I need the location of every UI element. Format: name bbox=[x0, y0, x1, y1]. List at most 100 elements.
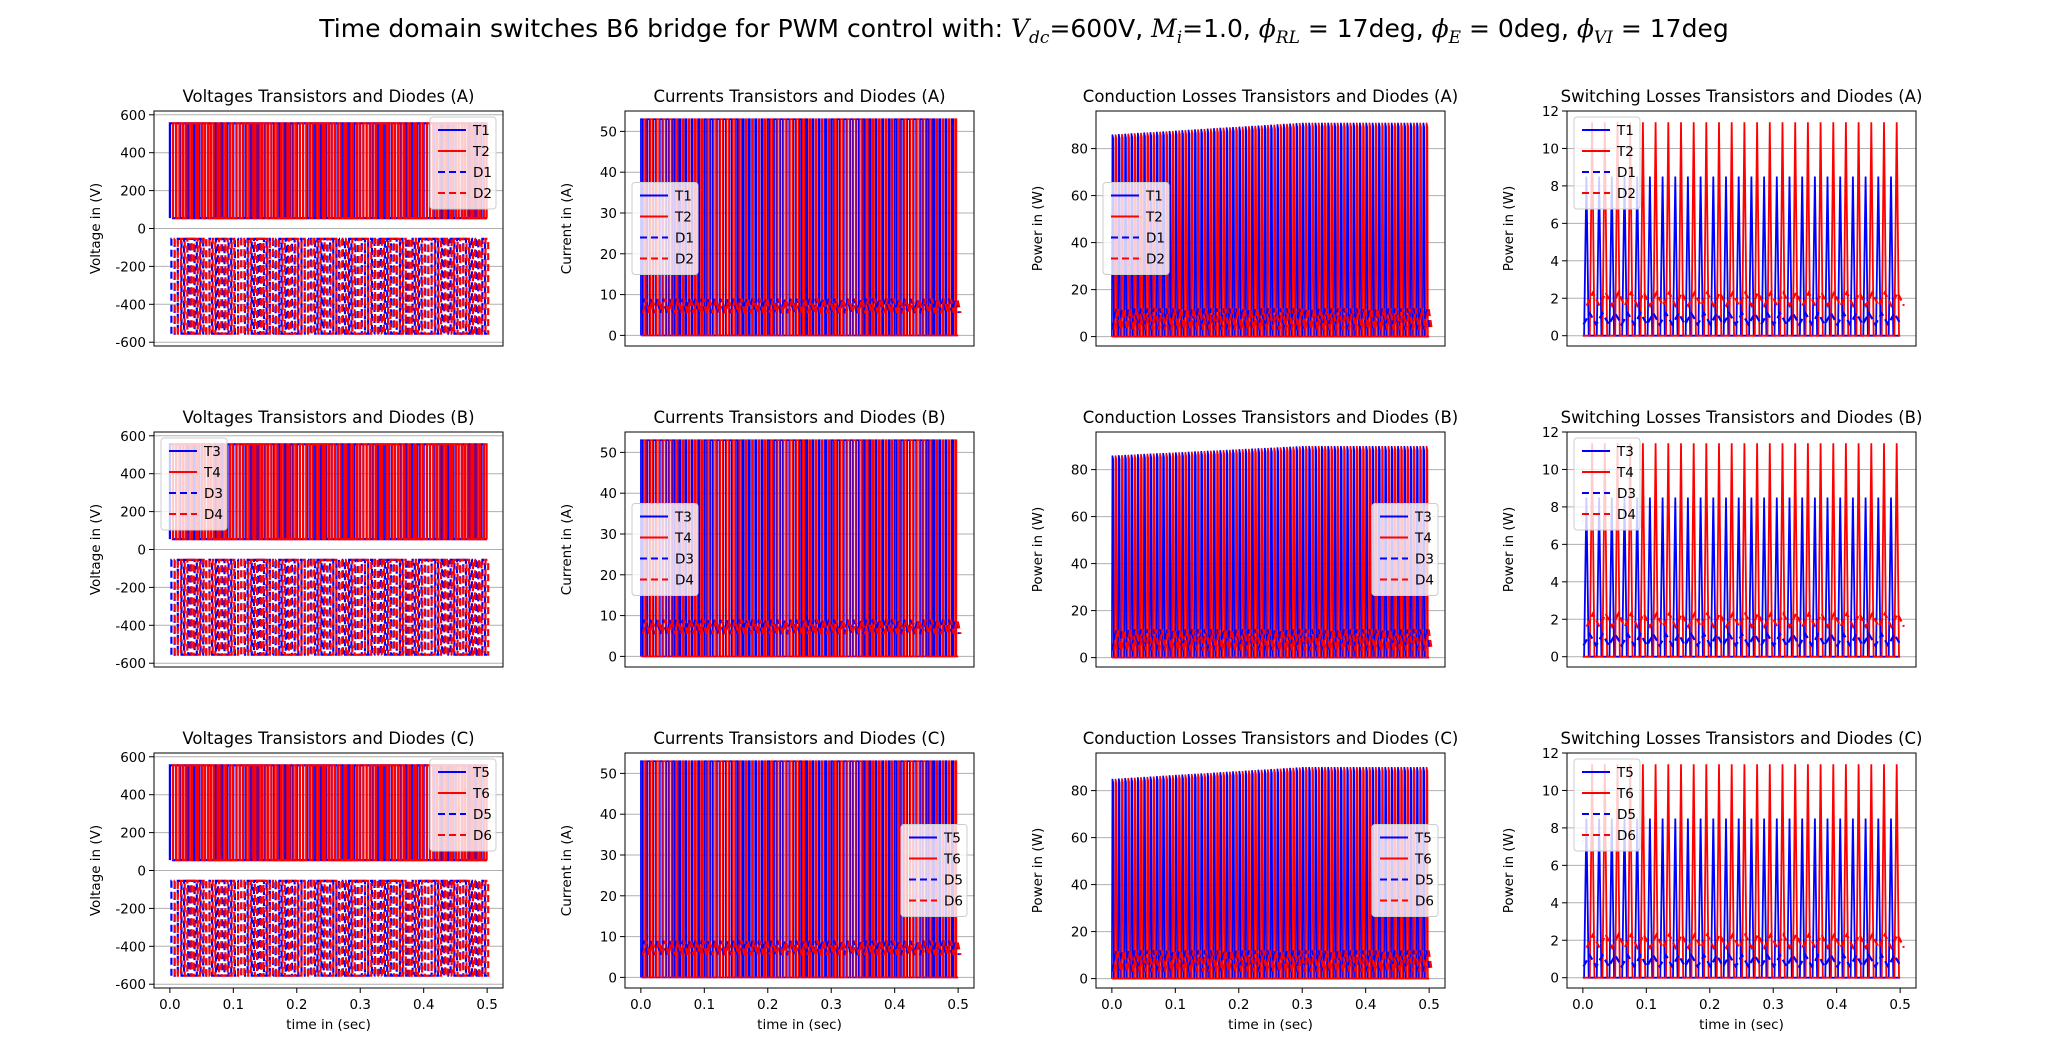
y-tick-label: -600 bbox=[115, 656, 146, 672]
y-tick-label: 40 bbox=[600, 165, 617, 181]
plot-area bbox=[1582, 764, 1905, 979]
legend: T3 T4 D3 D4 bbox=[160, 437, 228, 531]
y-tick-label: 0 bbox=[1550, 971, 1559, 987]
legend-label-T5: T5 bbox=[1616, 765, 1634, 781]
subplot-10: Currents Transistors and Diodes (C) 0 10 20… bbox=[559, 729, 975, 1033]
y-tick-label: 40 bbox=[1071, 557, 1088, 573]
series-T4-line bbox=[1582, 443, 1901, 658]
legend-label-T5: T5 bbox=[943, 831, 961, 847]
series-D2-line bbox=[173, 237, 490, 335]
axes-frame bbox=[1095, 110, 1446, 347]
legend-label-T2: T2 bbox=[674, 210, 692, 226]
legend-box bbox=[631, 182, 699, 275]
legend: T5 T6 D5 D6 bbox=[900, 824, 968, 917]
legend-label-D4: D4 bbox=[1415, 573, 1434, 589]
y-axis-label: Power in (W) bbox=[1501, 186, 1517, 272]
legend: T1 T2 D1 D2 bbox=[631, 182, 699, 275]
legend: T3 T4 D3 D4 bbox=[631, 503, 699, 596]
legend-box bbox=[160, 437, 228, 531]
axes-frame bbox=[153, 431, 504, 668]
series-D1-line bbox=[1582, 310, 1902, 327]
plot-area bbox=[1582, 122, 1905, 337]
subplot-title: Conduction Losses Transistors and Diodes… bbox=[1083, 729, 1459, 748]
y-tick-label: 40 bbox=[1071, 236, 1088, 252]
y-axis-label: Power in (W) bbox=[1501, 828, 1517, 914]
legend-label-T1: T1 bbox=[674, 189, 692, 205]
legend-label-T6: T6 bbox=[1414, 852, 1432, 868]
subplot-title: Currents Transistors and Diodes (A) bbox=[653, 87, 945, 106]
subplot-1: Voltages Transistors and Diodes (A) -600 -… bbox=[88, 87, 504, 351]
series-D4-line bbox=[1113, 629, 1433, 651]
legend-label-D6: D6 bbox=[944, 894, 963, 910]
legend-label-D1: D1 bbox=[675, 231, 694, 247]
legend-box bbox=[1371, 503, 1439, 596]
y-tick-label: 20 bbox=[600, 889, 617, 905]
y-tick-label: 0 bbox=[137, 543, 146, 559]
x-tick-label: 0.5 bbox=[1889, 997, 1910, 1013]
legend: T5 T6 D5 D6 bbox=[1371, 824, 1439, 917]
subplot-9: Voltages Transistors and Diodes (C) -600 -… bbox=[88, 729, 504, 1033]
y-tick-label: 20 bbox=[1071, 283, 1088, 299]
y-tick-label: 0 bbox=[1079, 330, 1088, 346]
series-D2-line bbox=[1585, 290, 1905, 309]
legend-label-D5: D5 bbox=[1617, 807, 1636, 823]
legend-box bbox=[1573, 116, 1641, 210]
legend-box bbox=[1371, 824, 1439, 917]
legend-label-D3: D3 bbox=[204, 486, 223, 502]
legend-box bbox=[1102, 182, 1170, 275]
y-tick-label: 10 bbox=[600, 288, 617, 304]
legend: T5 T6 D5 D6 bbox=[1573, 758, 1641, 852]
legend-label-T3: T3 bbox=[1414, 510, 1432, 526]
x-tick-label: 0.4 bbox=[884, 997, 905, 1013]
subplot-title: Conduction Losses Transistors and Diodes… bbox=[1083, 408, 1458, 427]
y-tick-label: 30 bbox=[600, 206, 617, 222]
axes-frame bbox=[1095, 431, 1446, 668]
legend-label-D5: D5 bbox=[944, 873, 963, 889]
legend-label-T6: T6 bbox=[1616, 786, 1634, 802]
legend-label-T6: T6 bbox=[943, 852, 961, 868]
legend-label-T1: T1 bbox=[472, 123, 490, 139]
legend-label-T3: T3 bbox=[203, 444, 221, 460]
x-tick-label: 0.2 bbox=[1699, 997, 1720, 1013]
y-tick-label: 8 bbox=[1550, 179, 1559, 195]
y-tick-label: 0 bbox=[137, 222, 146, 238]
y-tick-label: 0 bbox=[1079, 972, 1088, 988]
series-D4-line bbox=[1585, 611, 1905, 630]
legend-label-D2: D2 bbox=[1146, 252, 1165, 268]
legend: T3 T4 D3 D4 bbox=[1371, 503, 1439, 596]
x-tick-label: 0.3 bbox=[820, 997, 841, 1013]
axes-frame bbox=[624, 110, 975, 347]
subplot-title: Currents Transistors and Diodes (C) bbox=[653, 729, 945, 748]
legend-box bbox=[1573, 437, 1641, 531]
legend: T1 T2 D1 D2 bbox=[1102, 182, 1170, 275]
legend-label-D4: D4 bbox=[1617, 507, 1636, 523]
y-tick-label: 30 bbox=[600, 848, 617, 864]
legend-label-D4: D4 bbox=[204, 507, 223, 523]
legend-box bbox=[429, 116, 497, 210]
series-D6-line bbox=[1585, 932, 1905, 951]
legend-label-D1: D1 bbox=[473, 165, 492, 181]
x-tick-label: 0.0 bbox=[1101, 997, 1122, 1013]
subplot-4: Switching Losses Transistors and Diodes … bbox=[1501, 87, 1922, 347]
legend-label-T4: T4 bbox=[203, 465, 221, 481]
y-tick-label: 30 bbox=[600, 527, 617, 543]
subplot-2: Currents Transistors and Diodes (A) 0 10 20… bbox=[559, 87, 975, 347]
x-tick-label: 0.2 bbox=[1228, 997, 1249, 1013]
x-axis-label: time in (sec) bbox=[757, 1017, 842, 1033]
y-axis-label: Power in (W) bbox=[1030, 828, 1046, 914]
x-tick-label: 0.1 bbox=[1636, 997, 1657, 1013]
y-tick-label: 10 bbox=[600, 609, 617, 625]
y-tick-label: 4 bbox=[1550, 254, 1559, 270]
y-tick-label: 2 bbox=[1550, 612, 1559, 628]
legend-label-T2: T2 bbox=[1145, 210, 1163, 226]
y-tick-label: 20 bbox=[600, 568, 617, 584]
y-axis-label: Voltage in (V) bbox=[88, 504, 104, 595]
y-tick-label: 2 bbox=[1550, 933, 1559, 949]
y-tick-label: 50 bbox=[600, 766, 617, 782]
y-tick-label: 10 bbox=[1542, 783, 1559, 799]
y-tick-label: 50 bbox=[600, 445, 617, 461]
x-axis-label: time in (sec) bbox=[1228, 1017, 1313, 1033]
axes-frame bbox=[1095, 752, 1446, 989]
legend-label-D5: D5 bbox=[473, 807, 492, 823]
y-tick-label: -200 bbox=[115, 580, 146, 596]
